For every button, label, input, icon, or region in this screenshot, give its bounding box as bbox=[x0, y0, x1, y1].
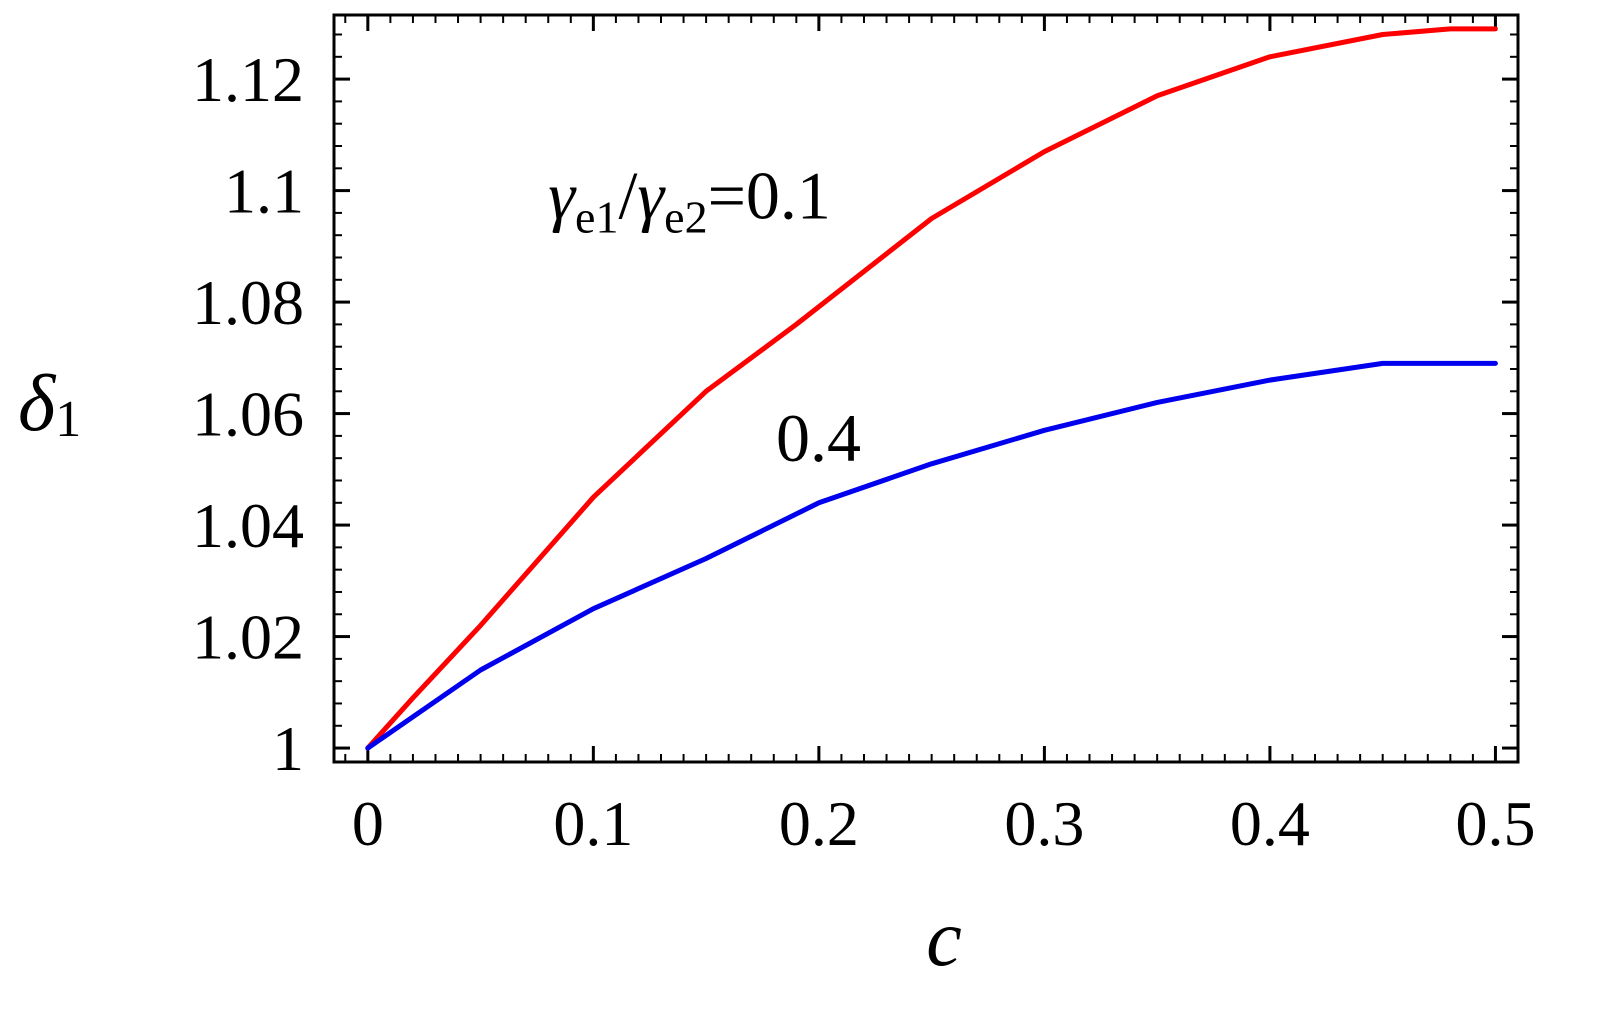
annotation-part: γ bbox=[637, 157, 666, 233]
y-tick-label: 1.02 bbox=[192, 602, 304, 673]
x-axis-title: c bbox=[926, 895, 962, 983]
y-tick-label: 1.1 bbox=[224, 156, 304, 227]
x-tick-label: 0.2 bbox=[779, 788, 859, 859]
x-tick-label: 0.3 bbox=[1004, 788, 1084, 859]
tick-marks bbox=[334, 15, 1519, 762]
y-tick-label: 1 bbox=[272, 713, 304, 784]
series-line-1 bbox=[365, 26, 1498, 751]
annotation-part: γ bbox=[548, 157, 577, 233]
annotations: γe1/γe2=0.10.4 bbox=[548, 157, 861, 475]
annotation-part: e2 bbox=[664, 191, 707, 242]
annotation-part: e1 bbox=[575, 191, 618, 242]
annotation-blue: 0.4 bbox=[776, 400, 861, 476]
series-lines bbox=[365, 26, 1498, 751]
plot-frame bbox=[332, 13, 1520, 764]
x-tick-label: 0.5 bbox=[1455, 788, 1535, 859]
annotation-red: γe1/γe2=0.1 bbox=[548, 157, 831, 242]
annotation-part: 0.4 bbox=[776, 400, 861, 476]
series-line-2 bbox=[365, 360, 1498, 751]
y-tick-label: 1.08 bbox=[192, 267, 304, 338]
y-tick-label: 1.12 bbox=[192, 44, 304, 115]
y-axis-subscript: 1 bbox=[55, 391, 81, 448]
y-tick-labels: 1 1.02 1.04 1.06 1.08 1.1 1.12 bbox=[192, 44, 304, 784]
y-tick-label: 1.06 bbox=[192, 379, 304, 450]
y-axis-symbol: δ bbox=[18, 360, 57, 448]
x-tick-label: 0.1 bbox=[553, 788, 633, 859]
x-tick-label: 0 bbox=[352, 788, 384, 859]
y-axis-title: δ1 bbox=[18, 360, 81, 448]
y-tick-label: 1.04 bbox=[192, 490, 304, 561]
annotation-part: / bbox=[618, 157, 637, 233]
x-tick-labels: 0 0.1 0.2 0.3 0.4 0.5 bbox=[352, 788, 1536, 859]
annotation-part: =0.1 bbox=[708, 157, 831, 233]
x-tick-label: 0.4 bbox=[1230, 788, 1310, 859]
